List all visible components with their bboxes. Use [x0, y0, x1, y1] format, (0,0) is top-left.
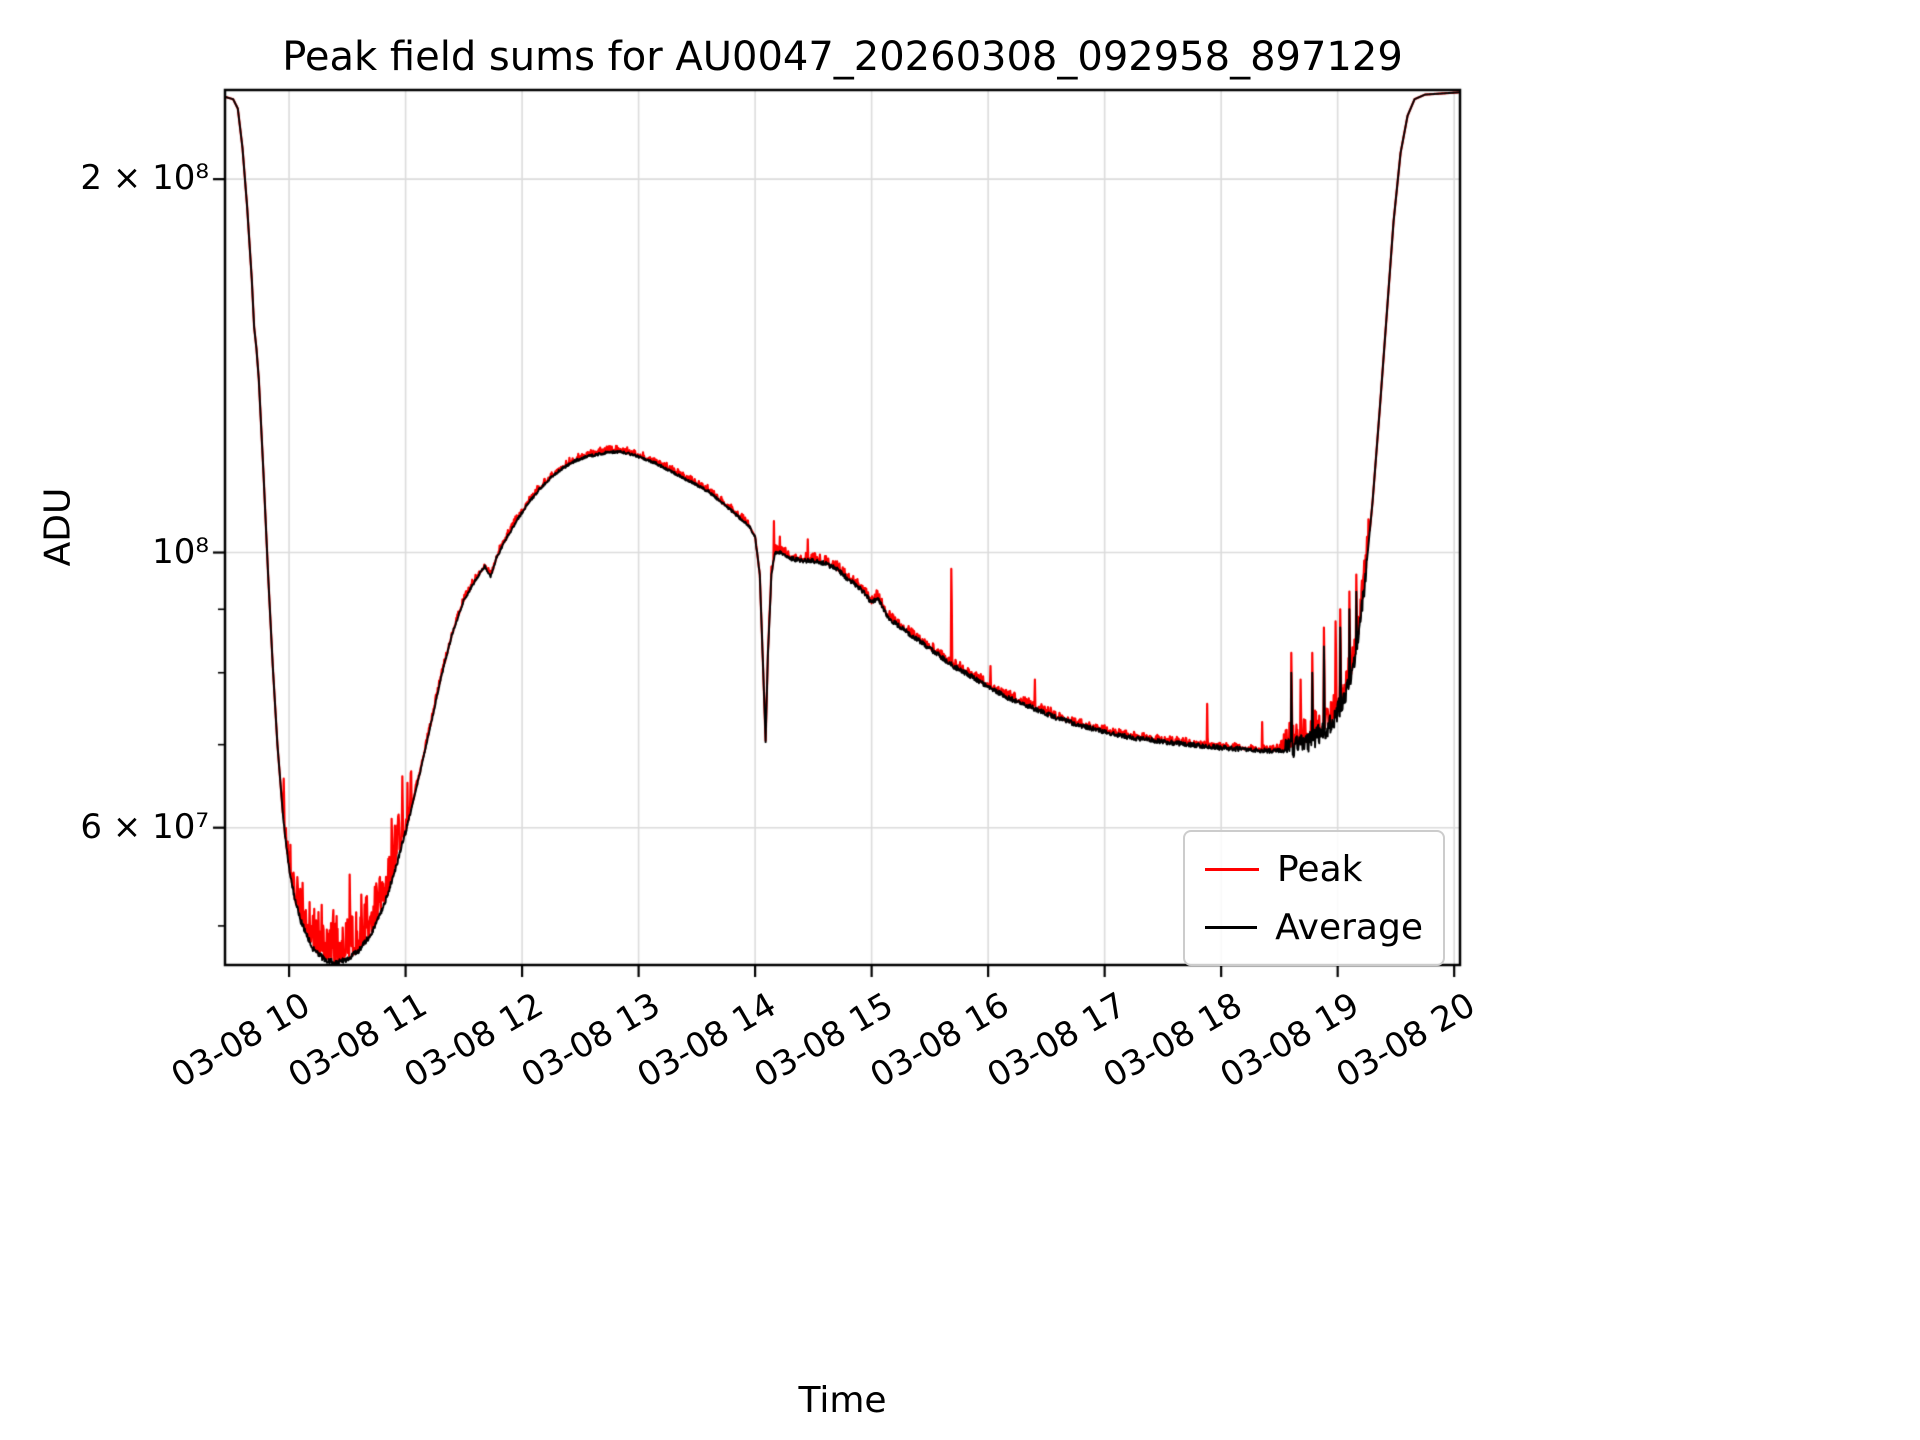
y-tick-label: 6 × 10⁷ — [80, 806, 209, 847]
legend-line-peak — [1205, 867, 1259, 871]
x-axis-label: Time — [798, 1380, 887, 1421]
y-tick-label: 2 × 10⁸ — [80, 158, 209, 199]
legend-label-peak: Peak — [1277, 848, 1363, 890]
legend-entry-peak: Peak — [1205, 844, 1423, 894]
legend-label-average: Average — [1275, 906, 1423, 948]
y-tick-label: 10⁸ — [152, 531, 209, 572]
legend-entry-average: Average — [1205, 902, 1423, 952]
chart-title: Peak field sums for AU0047_20260308_0929… — [282, 34, 1403, 80]
legend: Peak Average — [1183, 830, 1445, 966]
legend-line-average — [1205, 925, 1258, 929]
